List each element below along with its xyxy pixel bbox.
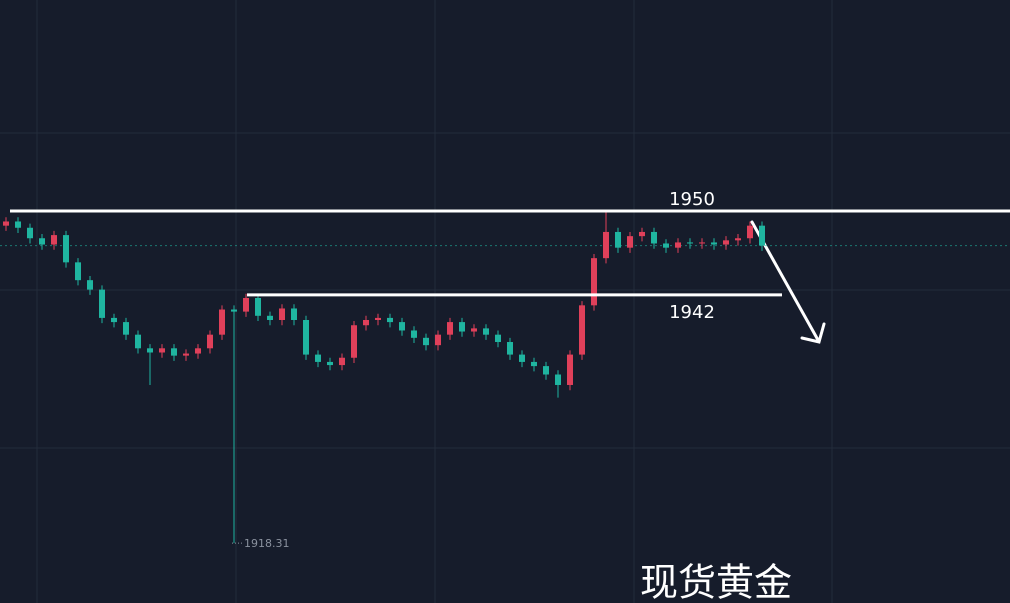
candle-body (495, 334, 501, 343)
candle-body (219, 309, 225, 335)
candle-body (531, 361, 537, 367)
candle-body (723, 240, 729, 245)
candle-body (63, 235, 69, 263)
candle-body (591, 258, 597, 306)
low-label: 1918.31 (244, 537, 290, 550)
candle-body (555, 374, 561, 385)
candle-body (387, 317, 393, 323)
candle-body (651, 231, 657, 244)
candle-body (699, 242, 705, 244)
candle-body (27, 227, 33, 239)
candle-body (375, 317, 381, 320)
candle-body (183, 353, 189, 356)
candle-body (423, 337, 429, 346)
candle-body (639, 231, 645, 237)
candle-body (363, 319, 369, 326)
candle-body (459, 322, 465, 332)
candle-body (291, 308, 297, 320)
candle-body (759, 225, 765, 246)
candle-body (267, 315, 273, 320)
candle-body (15, 221, 21, 228)
candle-body (39, 238, 45, 245)
candle-body (255, 297, 261, 316)
candle-body (111, 317, 117, 323)
candle-body (159, 348, 165, 353)
candle-body (279, 308, 285, 320)
candle-body (735, 238, 741, 241)
candle-body (399, 322, 405, 331)
candle-body (411, 330, 417, 338)
candle-body (675, 242, 681, 248)
candle-body (327, 361, 333, 366)
candle-body (663, 243, 669, 248)
candle-body (507, 342, 513, 355)
candle-body (351, 325, 357, 358)
level-label: 1942 (669, 302, 715, 323)
candle-body (75, 262, 81, 281)
candle-body (243, 297, 249, 312)
chart-title: 现货黄金 (640, 561, 792, 603)
candle-body (483, 328, 489, 335)
candle-body (3, 221, 9, 226)
candle-body (51, 235, 57, 245)
candle-body (123, 322, 129, 335)
level-label: 1950 (669, 189, 715, 210)
candle-body (627, 236, 633, 248)
candle-body (171, 348, 177, 356)
candle-body (339, 357, 345, 366)
candle-body (435, 334, 441, 346)
candle-body (567, 354, 573, 385)
candle-body (231, 309, 237, 312)
candle-body (147, 348, 153, 353)
candle-body (615, 231, 621, 248)
candle-body (99, 289, 105, 318)
arrow-head (800, 322, 826, 344)
candle-body (543, 366, 549, 375)
candle-body (195, 348, 201, 354)
candle-body (519, 354, 525, 362)
candle-body (315, 354, 321, 362)
candle-body (471, 328, 477, 332)
candle-body (711, 242, 717, 245)
candle-body (747, 225, 753, 239)
candle-body (303, 319, 309, 355)
candle-body (579, 305, 585, 355)
candle-body (687, 242, 693, 244)
candle-body (87, 280, 93, 290)
candle-body (135, 334, 141, 349)
candle-body (447, 322, 453, 335)
candle-body (603, 231, 609, 259)
candle-body (207, 334, 213, 349)
